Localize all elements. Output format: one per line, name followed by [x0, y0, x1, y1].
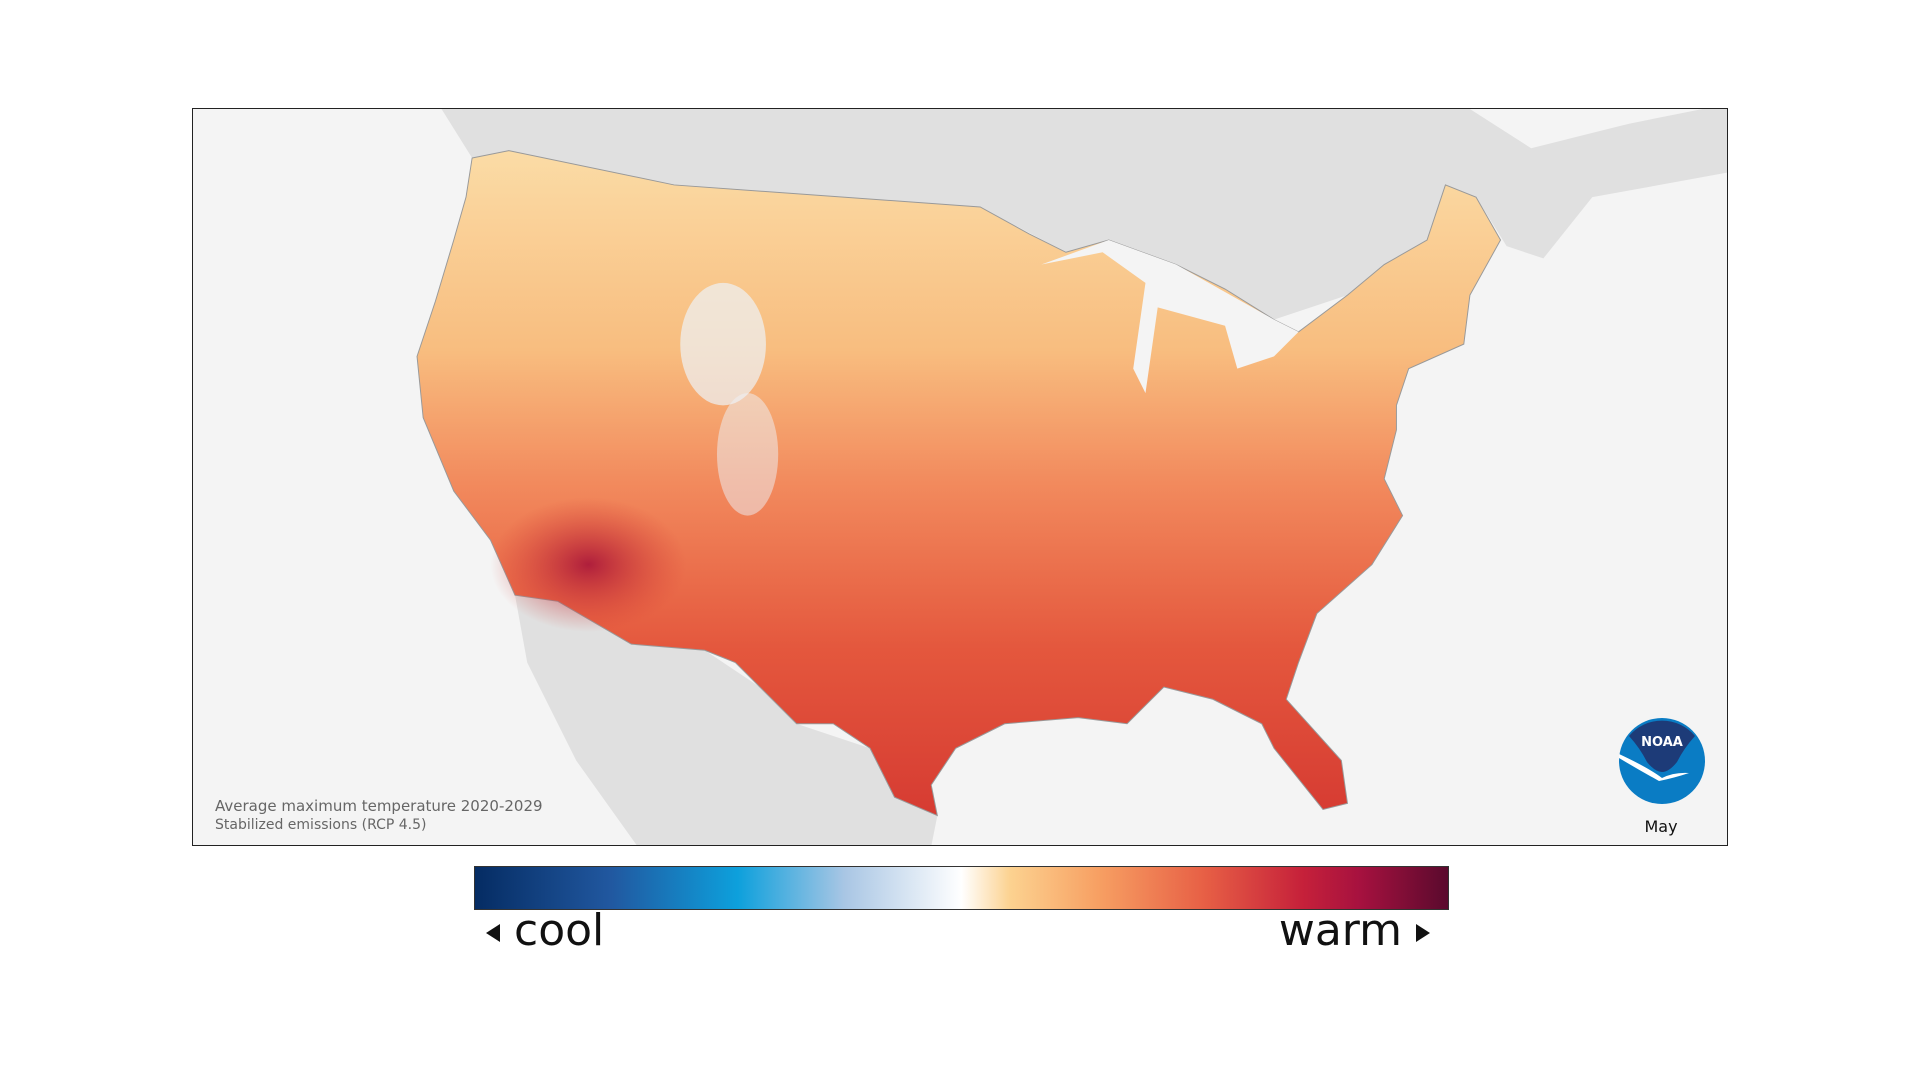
rockies-cool-area — [680, 282, 766, 406]
map-caption-scenario: Stabilized emissions (RCP 4.5) — [215, 817, 427, 833]
svg-text:NOAA: NOAA — [1641, 735, 1683, 750]
map-frame: Average maximum temperature 2020-2029 St… — [192, 108, 1728, 846]
color-scale-bar — [474, 866, 1449, 910]
left-arrow-icon — [486, 924, 500, 942]
right-arrow-icon — [1416, 924, 1430, 942]
temperature-map — [416, 109, 1727, 845]
canada-landmass — [441, 109, 1727, 320]
warm-label: warm — [1279, 905, 1430, 956]
mexico-landmass — [514, 595, 938, 845]
rockies-cool-area — [716, 393, 779, 516]
map-caption-title: Average maximum temperature 2020-2029 — [215, 797, 543, 815]
cool-text: cool — [514, 905, 605, 956]
noaa-logo: NOAA — [1619, 718, 1705, 804]
month-label: May — [1644, 817, 1678, 836]
great-lakes — [1041, 240, 1299, 394]
southwest-hotspot — [490, 497, 687, 632]
cool-label: cool — [486, 905, 604, 956]
warm-text: warm — [1278, 905, 1402, 956]
